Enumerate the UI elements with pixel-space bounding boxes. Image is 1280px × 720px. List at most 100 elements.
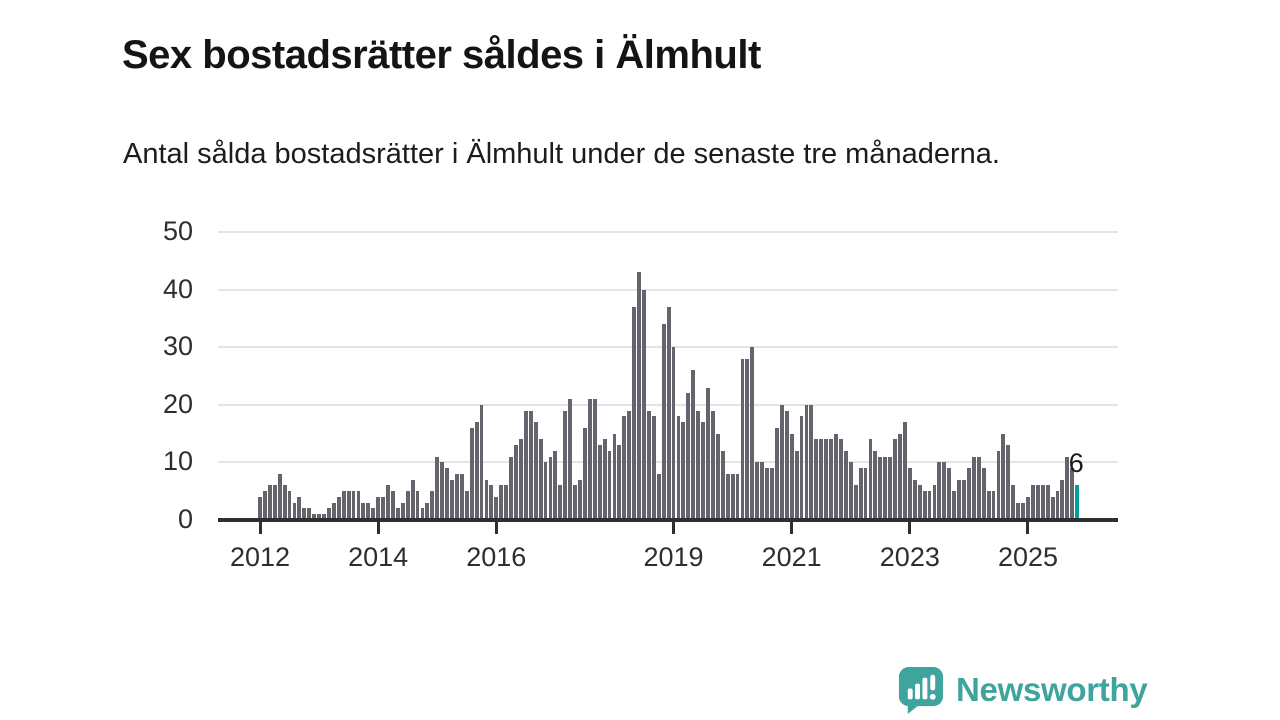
bar — [1001, 433, 1006, 520]
bar — [927, 491, 932, 520]
bar — [701, 422, 705, 520]
x-axis-tick-2025 — [1026, 521, 1030, 534]
bar — [1050, 496, 1055, 520]
x-axis-tick-2023 — [908, 521, 912, 534]
bar — [922, 491, 927, 520]
bar — [1021, 502, 1025, 520]
bar — [878, 456, 883, 520]
bar — [750, 347, 755, 520]
bar — [469, 427, 474, 520]
bar — [528, 410, 533, 520]
bar — [829, 439, 833, 520]
bar — [420, 508, 425, 520]
bar — [838, 439, 843, 520]
bar — [720, 450, 725, 520]
bar — [947, 468, 952, 520]
bar — [715, 433, 720, 520]
bar — [1065, 456, 1070, 520]
bar — [976, 456, 981, 520]
x-axis-line — [218, 518, 1118, 522]
bar — [765, 468, 769, 520]
bar — [986, 491, 991, 520]
bar — [1011, 485, 1016, 520]
bar — [381, 496, 386, 520]
bar — [425, 502, 430, 520]
bar — [587, 399, 592, 520]
x-axis-tick-2012 — [258, 521, 262, 534]
bar — [632, 306, 637, 520]
bar — [799, 416, 804, 520]
bar — [981, 468, 986, 520]
bar — [834, 433, 838, 520]
bar — [848, 462, 853, 520]
bar — [262, 491, 267, 520]
bar — [952, 491, 957, 520]
bar — [789, 433, 794, 520]
bar — [622, 416, 627, 520]
bar — [509, 456, 513, 520]
y-axis-label-40: 40 — [162, 273, 193, 304]
bar — [863, 468, 868, 520]
bar — [627, 410, 632, 520]
bar — [568, 399, 573, 520]
bar — [533, 422, 538, 520]
bar — [430, 491, 435, 520]
y-axis-label-20: 20 — [162, 388, 193, 419]
bar — [484, 479, 489, 520]
bar — [445, 468, 449, 520]
bar — [1030, 485, 1035, 520]
bar — [755, 462, 760, 520]
x-axis-label-2021: 2021 — [761, 542, 822, 572]
x-axis-label-2025: 2025 — [997, 542, 1059, 572]
bar — [612, 433, 617, 520]
bar — [386, 485, 390, 520]
bar — [307, 508, 312, 520]
bar — [602, 439, 607, 520]
newsworthy-logo-text: Newsworthy — [956, 670, 1148, 708]
bar — [573, 485, 577, 520]
bar — [1060, 479, 1065, 520]
y-axis-label-30: 30 — [162, 331, 193, 362]
bar — [819, 439, 824, 520]
bar — [1045, 485, 1050, 520]
bar — [282, 485, 287, 520]
bar — [523, 410, 528, 520]
bar — [553, 450, 558, 520]
x-axis-label-2012: 2012 — [229, 542, 291, 572]
bar — [666, 306, 671, 520]
bar — [518, 439, 523, 520]
bar — [410, 479, 415, 520]
bar — [464, 491, 469, 520]
bar — [671, 347, 676, 520]
bar — [395, 508, 400, 520]
bar — [440, 462, 445, 520]
bar — [942, 462, 947, 520]
y-axis-label-0: 0 — [177, 504, 193, 534]
bar — [499, 485, 504, 520]
newsworthy-chart-bubble-icon — [896, 665, 945, 714]
bar — [740, 358, 745, 520]
bar — [774, 427, 779, 520]
bar — [548, 456, 553, 520]
bar — [681, 422, 686, 520]
bar — [558, 485, 563, 520]
bar — [607, 450, 612, 520]
bar — [346, 491, 351, 520]
x-axis-label-2019: 2019 — [643, 542, 704, 572]
bar — [258, 496, 262, 520]
bar — [1040, 485, 1045, 520]
y-axis-label-10: 10 — [162, 446, 193, 477]
bar — [351, 491, 356, 520]
bar — [479, 404, 484, 520]
newsworthy-logo: Newsworthy — [896, 665, 1148, 714]
x-axis-label-2016: 2016 — [466, 542, 527, 572]
bar — [435, 456, 440, 520]
bar — [454, 473, 459, 520]
bar — [966, 468, 971, 520]
x-axis-label-2023: 2023 — [879, 542, 940, 572]
bar — [376, 496, 381, 520]
bar — [730, 473, 735, 520]
bar — [563, 410, 568, 520]
bar — [888, 456, 893, 520]
